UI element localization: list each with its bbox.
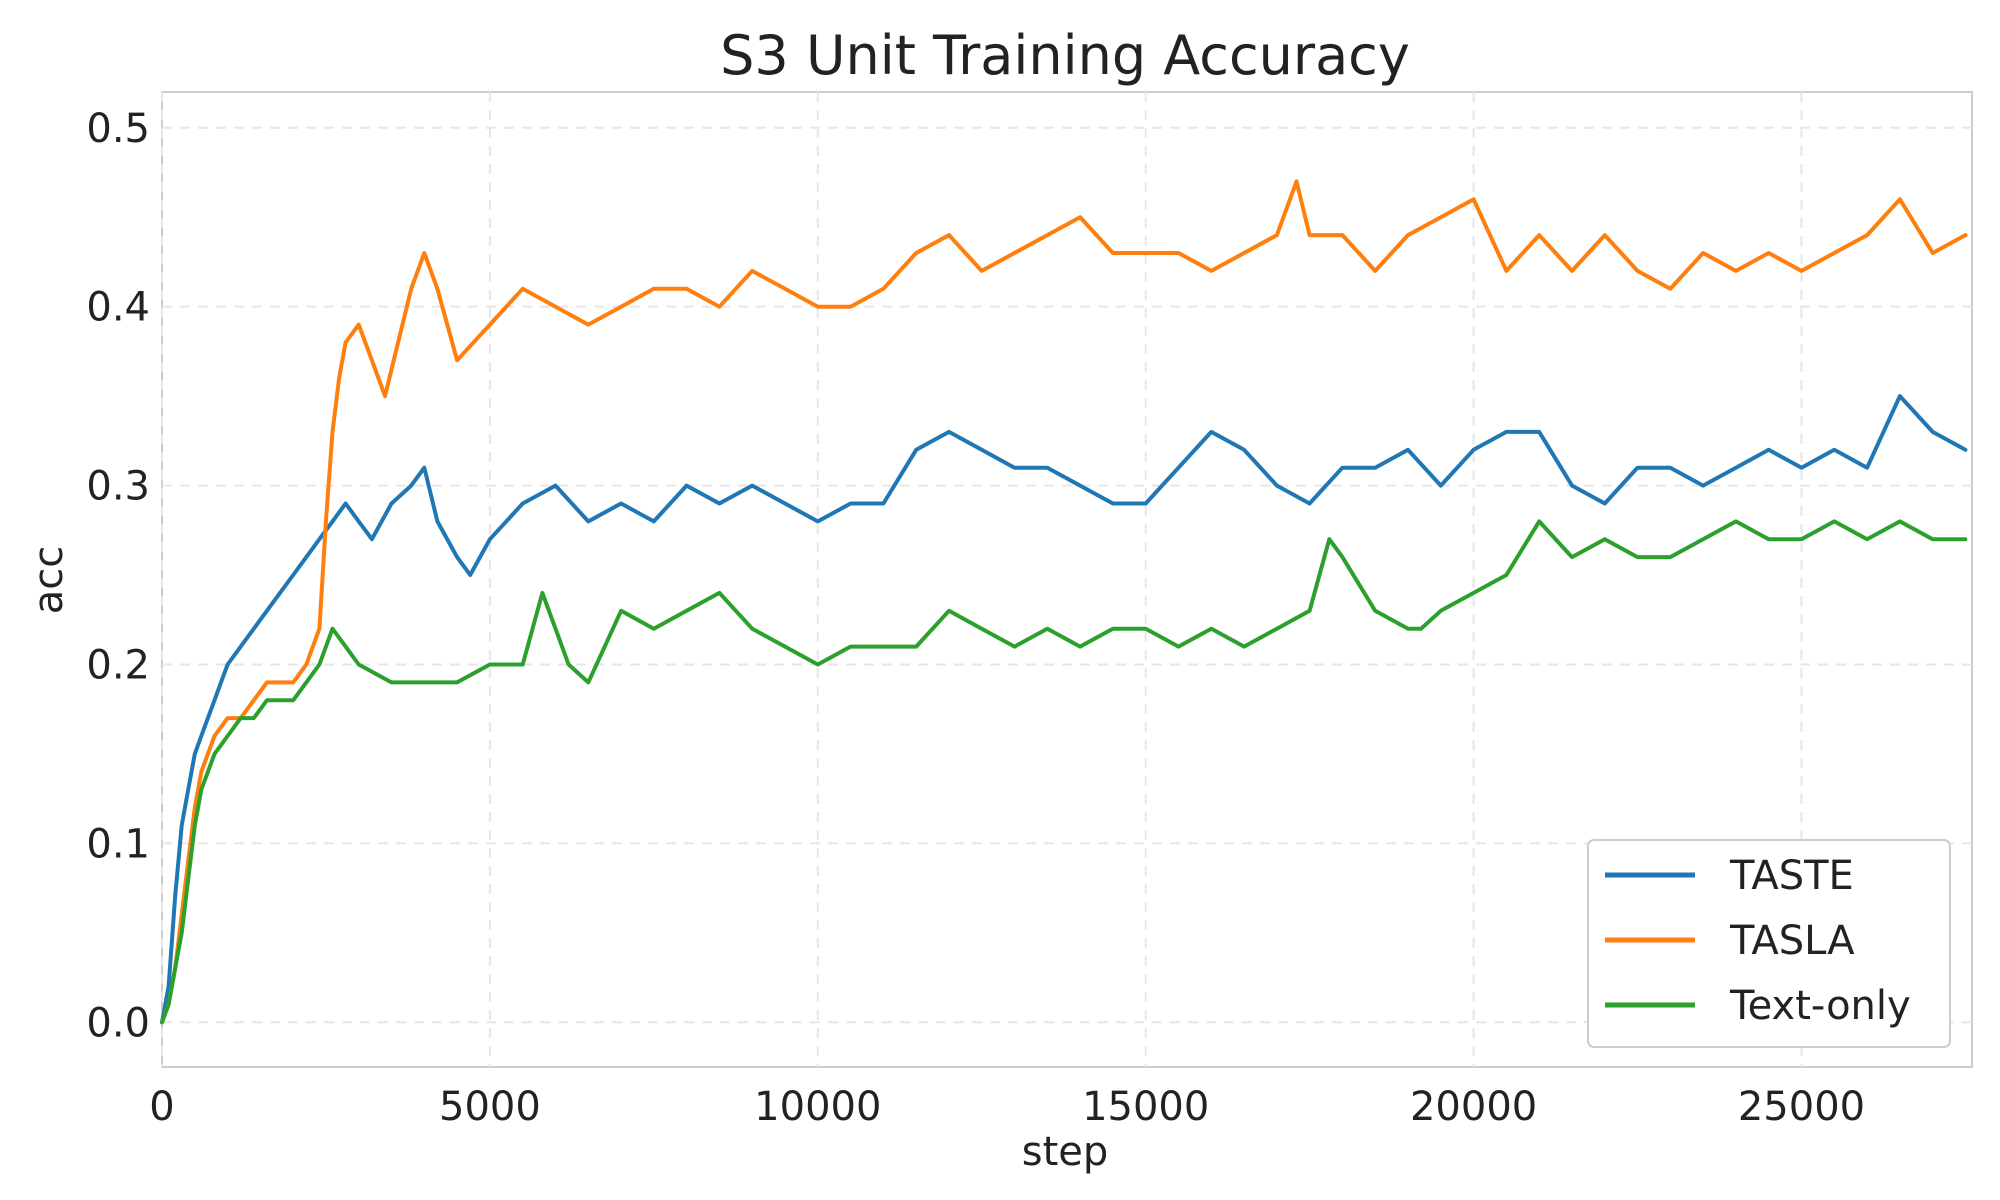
- legend-label: TASTE: [1729, 853, 1854, 899]
- x-tick-label: 25000: [1738, 1084, 1865, 1130]
- x-tick-label: 10000: [754, 1084, 881, 1130]
- series-line-taste: [160, 394, 1968, 1025]
- series-line-text-only: [160, 519, 1968, 1025]
- y-tick-label: 0.5: [86, 106, 150, 152]
- x-tick-label: 20000: [1410, 1084, 1537, 1130]
- y-ticks: 0.0 0.1 0.2 0.3 0.4 0.5: [86, 106, 150, 1046]
- y-tick-label: 0.1: [86, 821, 150, 867]
- legend-label: Text-only: [1729, 983, 1911, 1029]
- series-line-tasla: [160, 179, 1968, 1025]
- legend-box: [1587, 839, 1951, 1048]
- legend: TASTE TASLA Text-only: [1587, 839, 1951, 1048]
- y-axis-label: acc: [26, 546, 72, 615]
- x-ticks: 0 5000 10000 15000 20000 25000: [149, 1084, 1865, 1130]
- y-tick-label: 0.0: [86, 1000, 150, 1046]
- series-layer: [160, 179, 1968, 1025]
- chart-title: S3 Unit Training Accuracy: [720, 24, 1410, 87]
- x-tick-label: 15000: [1082, 1084, 1209, 1130]
- y-tick-label: 0.3: [86, 464, 150, 510]
- x-tick-label: 0: [149, 1084, 174, 1130]
- legend-label: TASLA: [1729, 918, 1855, 964]
- x-tick-label: 5000: [439, 1084, 541, 1130]
- x-axis-label: step: [1022, 1129, 1109, 1175]
- y-tick-label: 0.4: [86, 285, 150, 331]
- y-tick-label: 0.2: [86, 642, 150, 688]
